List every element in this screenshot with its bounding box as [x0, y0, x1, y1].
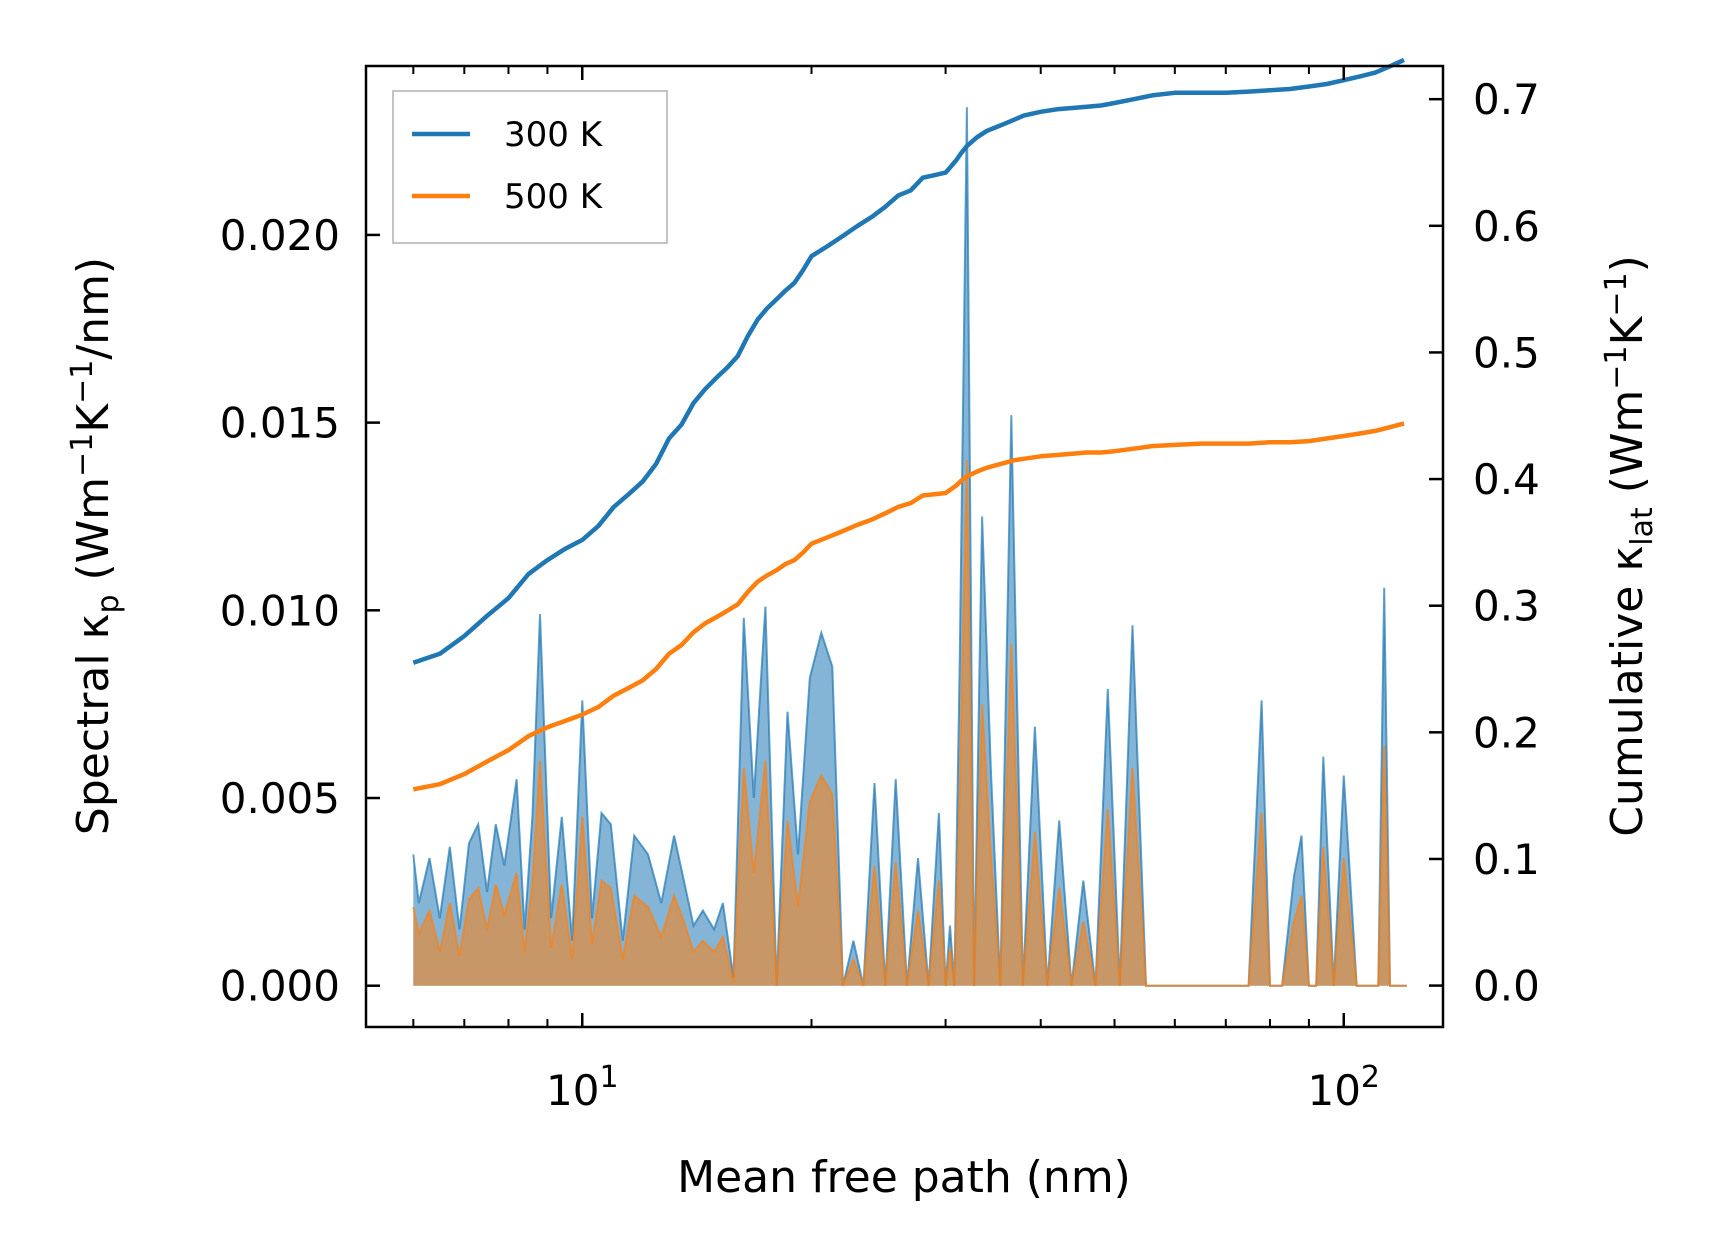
- y-right-tick-label: 0.1: [1473, 835, 1540, 884]
- plot-frame: [364, 64, 1445, 1029]
- y-right-tick-label: 0.4: [1473, 455, 1540, 504]
- y-left-subscript: p: [91, 594, 126, 613]
- legend-label-500k: 500 K: [504, 177, 604, 217]
- spectral-fills: [412, 107, 1407, 987]
- y-left-tick-label: 0.015: [220, 399, 340, 448]
- y-left-tick-label: 0.010: [220, 586, 340, 635]
- y-right-tick-label: 0.5: [1473, 328, 1540, 377]
- data-lines: [412, 57, 1405, 792]
- y-left-tick-label: 0.020: [220, 211, 340, 260]
- y-left-tick-label: 0.000: [220, 962, 340, 1011]
- spectral-area-500k: [413, 460, 1407, 986]
- y-right-tick-label: 0.2: [1473, 708, 1540, 757]
- y-right-tick-label: 0.7: [1473, 75, 1540, 124]
- y-right-tick-label: 0.0: [1473, 962, 1540, 1011]
- y-right-subscript: lat: [1625, 507, 1660, 546]
- y-left-tick-label: 0.005: [220, 774, 340, 823]
- y-right-tick-label: 0.3: [1473, 582, 1540, 631]
- cumulative-line-300k: [412, 57, 1405, 665]
- cumulative-line-500k: [412, 421, 1405, 792]
- legend: 300 K 500 K: [392, 90, 668, 244]
- y-axis-label-right: Cumulative κlat (Wm−1K−1): [1599, 255, 1660, 837]
- x-axis-label: Mean free path (nm): [677, 1152, 1131, 1203]
- legend-label-300k: 300 K: [504, 115, 604, 155]
- y-right-tick-label: 0.6: [1473, 202, 1540, 251]
- axis-ticks: 0.000 0.005 0.010 0.015 0.020 0.0 0.1 0.2 0.3 0.4…: [220, 66, 1540, 1115]
- legend-box: [392, 90, 668, 244]
- spectral-line-500k: [412, 460, 1407, 987]
- y-axis-label-left: Spectral κp (Wm−1K−1/nm): [65, 257, 126, 835]
